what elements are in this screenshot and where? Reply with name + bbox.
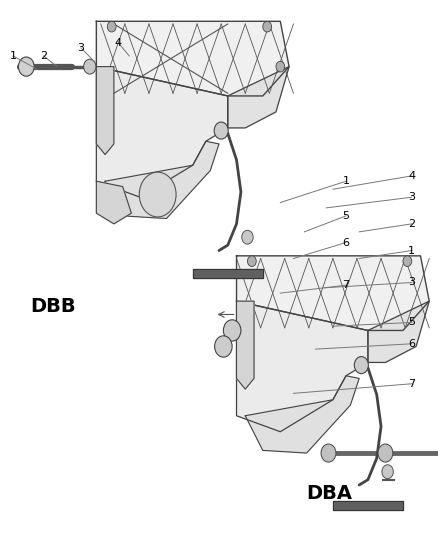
- Text: 4: 4: [115, 38, 122, 47]
- Circle shape: [403, 256, 412, 266]
- Polygon shape: [105, 141, 219, 219]
- Circle shape: [18, 57, 34, 76]
- Circle shape: [276, 61, 285, 72]
- Text: 6: 6: [408, 339, 415, 349]
- Text: 1: 1: [10, 51, 17, 61]
- Circle shape: [84, 59, 96, 74]
- Polygon shape: [228, 67, 289, 128]
- Polygon shape: [237, 301, 368, 432]
- Polygon shape: [96, 21, 289, 96]
- Text: 6: 6: [343, 238, 350, 247]
- Text: 5: 5: [408, 318, 415, 327]
- Text: 4: 4: [408, 171, 415, 181]
- Polygon shape: [237, 256, 429, 330]
- Text: 5: 5: [343, 211, 350, 221]
- Text: 7: 7: [408, 379, 415, 389]
- Circle shape: [139, 172, 176, 217]
- Text: DBA: DBA: [307, 483, 353, 503]
- Circle shape: [378, 444, 393, 462]
- Polygon shape: [245, 376, 359, 453]
- Circle shape: [242, 230, 253, 244]
- Circle shape: [382, 465, 393, 479]
- Text: 2: 2: [40, 51, 47, 61]
- Circle shape: [263, 21, 272, 32]
- Circle shape: [215, 336, 232, 357]
- Circle shape: [214, 122, 228, 139]
- Circle shape: [354, 357, 368, 374]
- Text: 3: 3: [408, 192, 415, 202]
- Text: 2: 2: [408, 219, 415, 229]
- Polygon shape: [96, 67, 114, 155]
- Text: 7: 7: [343, 280, 350, 290]
- Polygon shape: [193, 269, 263, 278]
- Circle shape: [223, 320, 241, 341]
- Circle shape: [247, 256, 256, 266]
- Text: 1: 1: [343, 176, 350, 186]
- Text: DBB: DBB: [31, 297, 76, 316]
- Text: 1: 1: [408, 246, 415, 255]
- Polygon shape: [96, 67, 228, 197]
- Polygon shape: [237, 301, 254, 389]
- Polygon shape: [368, 301, 429, 362]
- Text: 3: 3: [78, 43, 85, 53]
- Polygon shape: [333, 501, 403, 510]
- Circle shape: [107, 21, 116, 32]
- Text: 3: 3: [408, 278, 415, 287]
- Polygon shape: [96, 181, 131, 224]
- Circle shape: [321, 444, 336, 462]
